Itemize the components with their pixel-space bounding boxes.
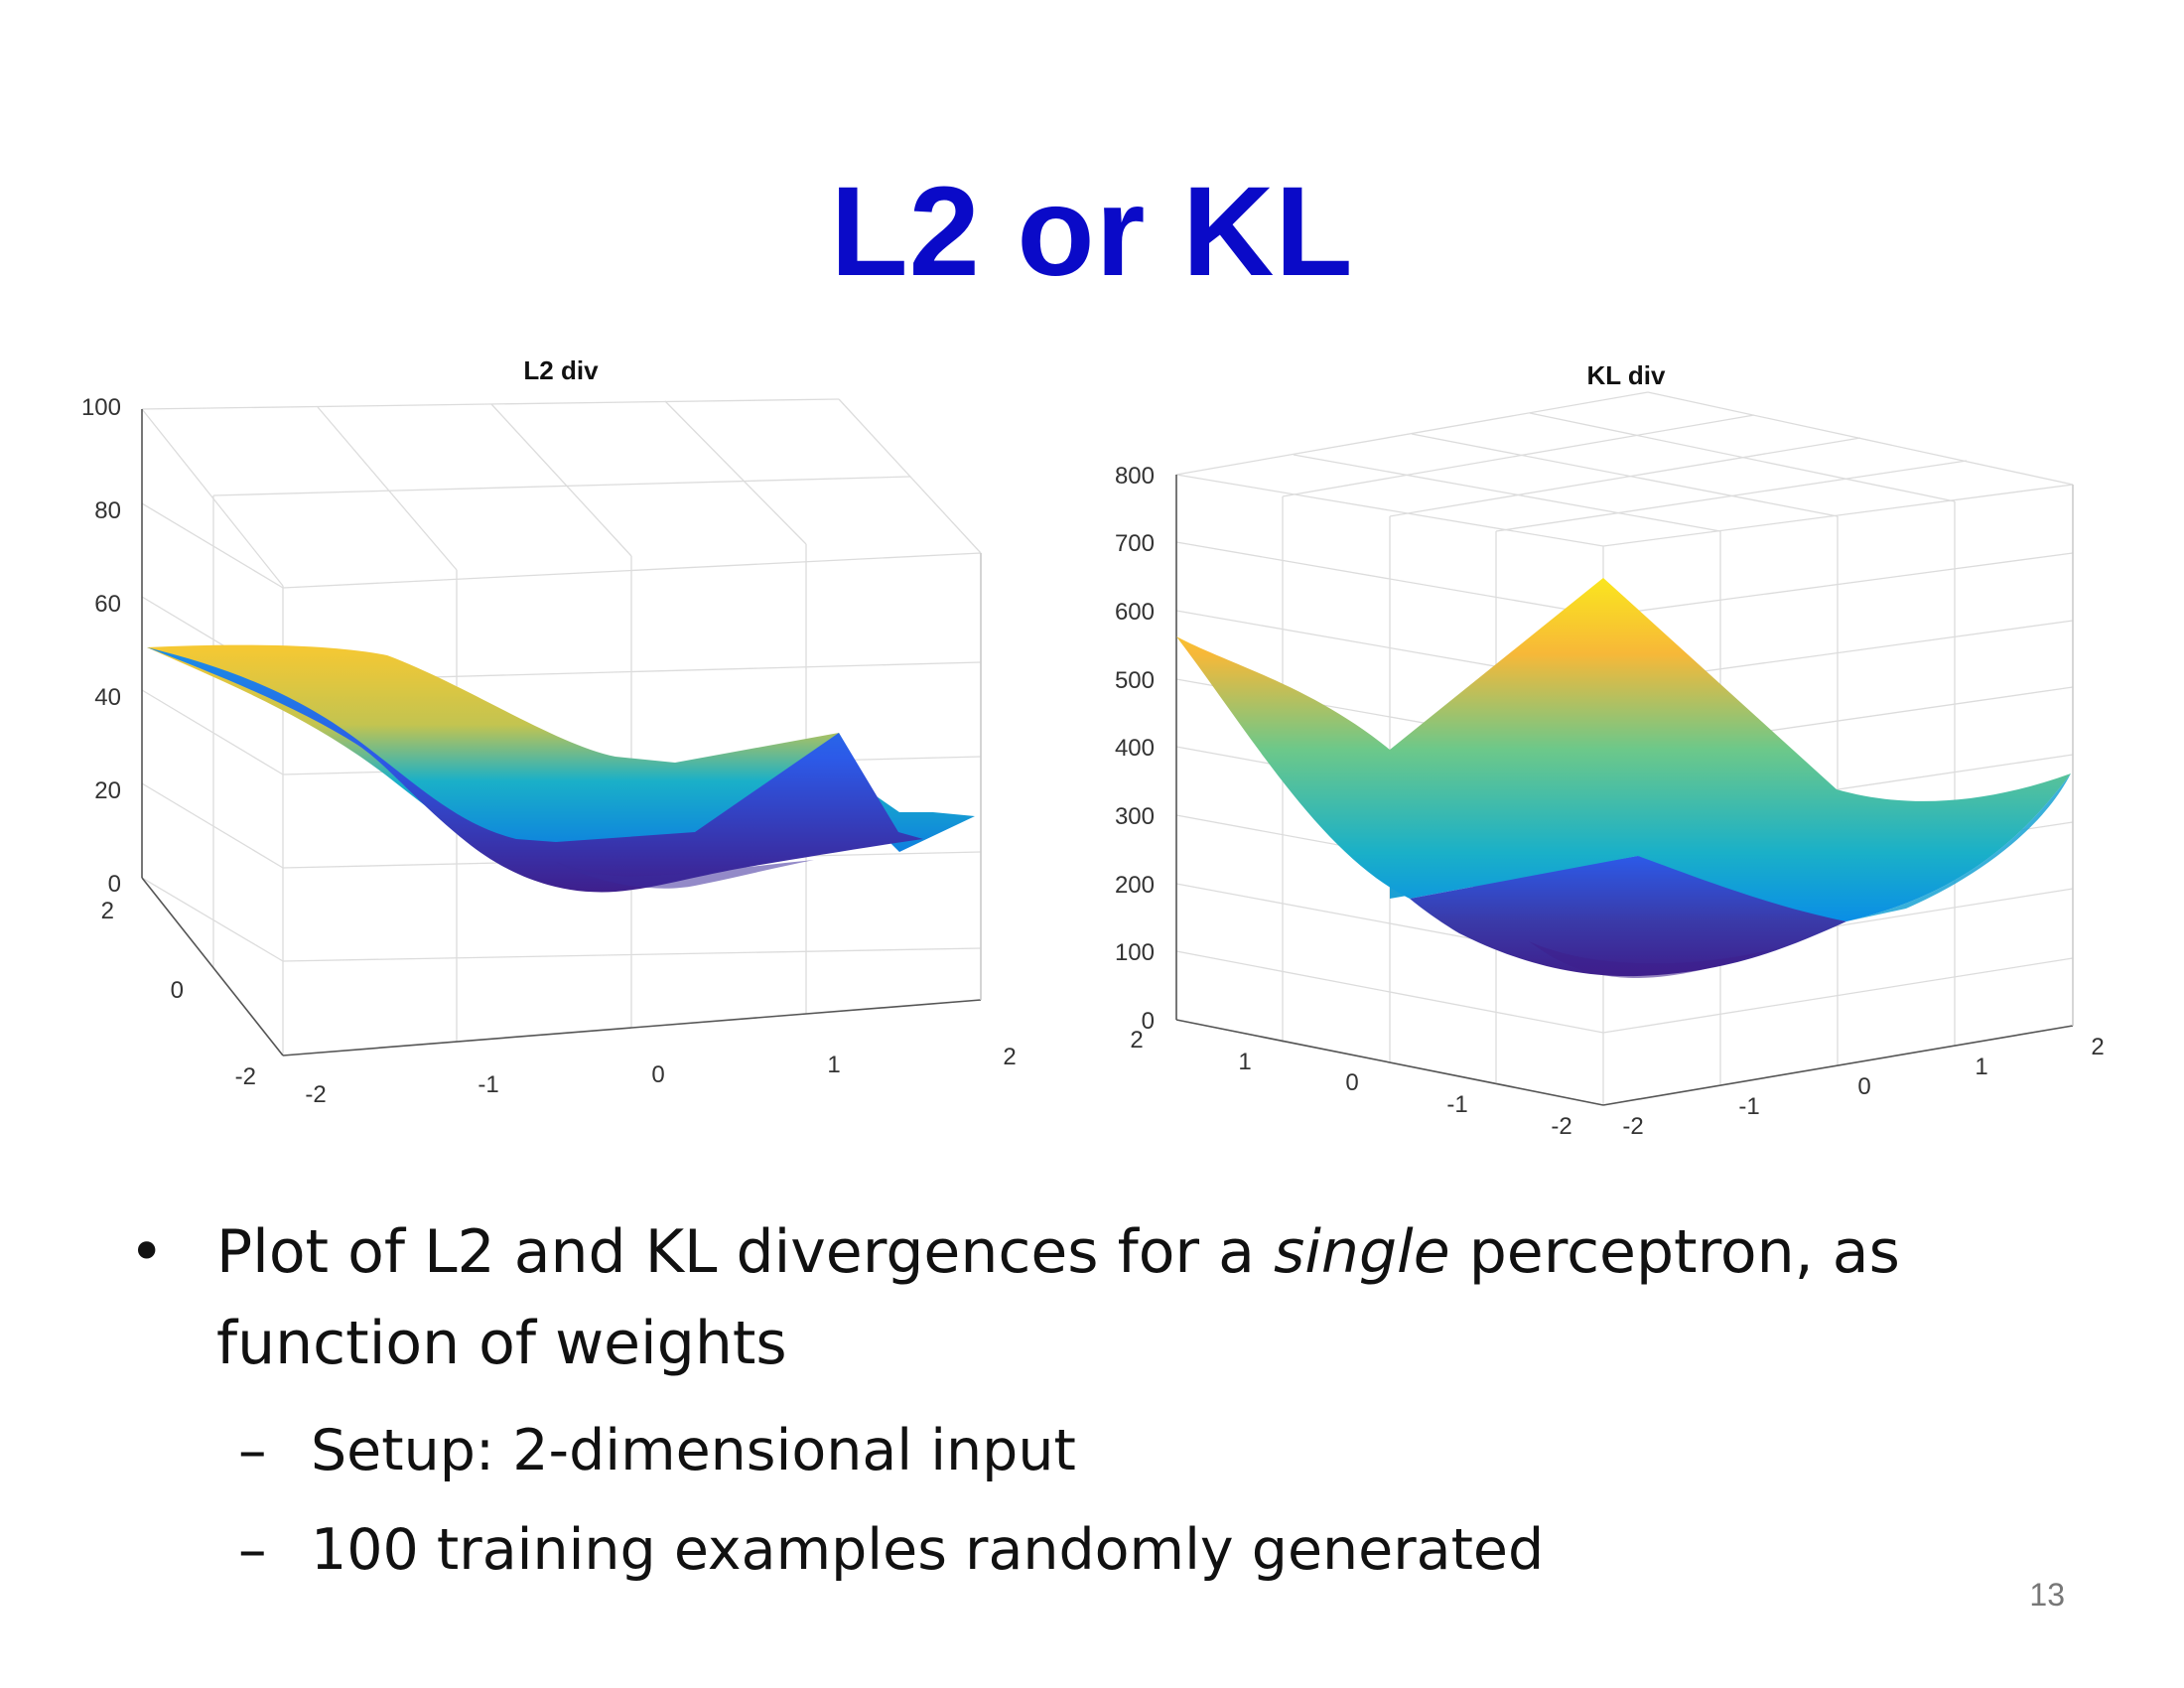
kl-z-tick: 200 bbox=[1115, 872, 1155, 899]
kl-z-tick: 300 bbox=[1115, 803, 1155, 830]
l2-x-tick: -1 bbox=[478, 1071, 498, 1098]
l2-z-tick: 0 bbox=[108, 871, 121, 898]
kl-surface-basin bbox=[1529, 941, 1777, 978]
l2-y-tick: 2 bbox=[101, 898, 114, 924]
bullet-main-emphasis: single bbox=[1274, 1217, 1450, 1287]
sub-bullet-dash: – bbox=[238, 1418, 267, 1483]
l2-x-tick: -2 bbox=[305, 1081, 326, 1108]
slide-title: L2 or KL bbox=[830, 161, 1354, 303]
l2-z-ticks: 0 20 40 60 80 100 bbox=[81, 394, 121, 898]
l2-x-ticks: -2 -1 0 1 2 bbox=[305, 1044, 1016, 1108]
kl-z-tick: 800 bbox=[1115, 463, 1155, 490]
kl-plot: KL div bbox=[1115, 360, 2105, 1140]
kl-y-tick: 0 bbox=[1345, 1069, 1358, 1096]
l2-z-tick: 40 bbox=[94, 684, 121, 711]
kl-x-tick: 1 bbox=[1975, 1054, 1987, 1080]
sub-bullet: – 100 training examples randomly generat… bbox=[129, 1500, 2015, 1600]
l2-x-tick: 1 bbox=[827, 1052, 840, 1078]
kl-surface-upper bbox=[1176, 578, 2071, 921]
bullet-main-text-2: perceptron, as function of weights bbox=[216, 1217, 1900, 1378]
kl-y-ticks: 2 1 0 -1 -2 bbox=[1130, 1027, 1571, 1140]
l2-plot-title: L2 div bbox=[523, 355, 599, 385]
l2-y-ticks: -2 0 2 bbox=[101, 898, 256, 1090]
sub-bullet: – Setup: 2-dimensional input bbox=[129, 1401, 2015, 1500]
bullet-dot: • bbox=[129, 1217, 165, 1287]
kl-z-tick: 600 bbox=[1115, 599, 1155, 626]
l2-surface-basin bbox=[556, 860, 814, 889]
bullet-list: • Plot of L2 and KL divergences for a si… bbox=[129, 1206, 2015, 1600]
kl-y-tick: 2 bbox=[1130, 1027, 1143, 1054]
bullet-main: • Plot of L2 and KL divergences for a si… bbox=[129, 1206, 2015, 1389]
sub-bullet-text: 100 training examples randomly generated bbox=[311, 1517, 1545, 1583]
l2-x-tick: 2 bbox=[1003, 1044, 1016, 1070]
kl-z-tick: 500 bbox=[1115, 667, 1155, 694]
sub-bullet-dash: – bbox=[238, 1517, 267, 1583]
l2-z-tick: 60 bbox=[94, 591, 121, 618]
l2-z-tick: 100 bbox=[81, 394, 121, 421]
kl-z-tick: 400 bbox=[1115, 735, 1155, 762]
kl-plot-title: KL div bbox=[1587, 360, 1667, 390]
kl-x-tick: -1 bbox=[1738, 1093, 1759, 1120]
l2-x-tick: 0 bbox=[651, 1061, 664, 1088]
kl-z-tick: 100 bbox=[1115, 939, 1155, 966]
kl-z-ticks: 0 100 200 300 400 500 600 700 800 bbox=[1115, 463, 1155, 1035]
sub-bullet-text: Setup: 2-dimensional input bbox=[311, 1418, 1076, 1483]
l2-y-tick: -2 bbox=[235, 1063, 256, 1090]
kl-y-tick: -1 bbox=[1446, 1091, 1467, 1118]
page-number: 13 bbox=[2029, 1577, 2065, 1613]
kl-z-tick: 0 bbox=[1142, 1008, 1155, 1035]
bullet-main-text-1: Plot of L2 and KL divergences for a bbox=[216, 1217, 1274, 1287]
sub-bullet-list: – Setup: 2-dimensional input – 100 train… bbox=[129, 1401, 2015, 1600]
kl-x-tick: 0 bbox=[1857, 1073, 1870, 1100]
kl-surface-lower bbox=[1410, 856, 1846, 977]
l2-plot: L2 div bbox=[81, 355, 1017, 1108]
kl-z-tick: 700 bbox=[1115, 530, 1155, 557]
l2-grid bbox=[141, 398, 982, 1056]
l2-z-tick: 20 bbox=[94, 777, 121, 804]
kl-x-ticks: -2 -1 0 1 2 bbox=[1622, 1034, 2104, 1140]
l2-z-tick: 80 bbox=[94, 497, 121, 524]
kl-x-tick: 2 bbox=[2091, 1034, 2104, 1060]
kl-y-tick: 1 bbox=[1238, 1049, 1251, 1075]
kl-x-tick: -2 bbox=[1622, 1113, 1643, 1140]
l2-surface-lower bbox=[147, 647, 923, 893]
kl-y-tick: -2 bbox=[1551, 1113, 1571, 1140]
l2-y-tick: 0 bbox=[171, 977, 184, 1004]
